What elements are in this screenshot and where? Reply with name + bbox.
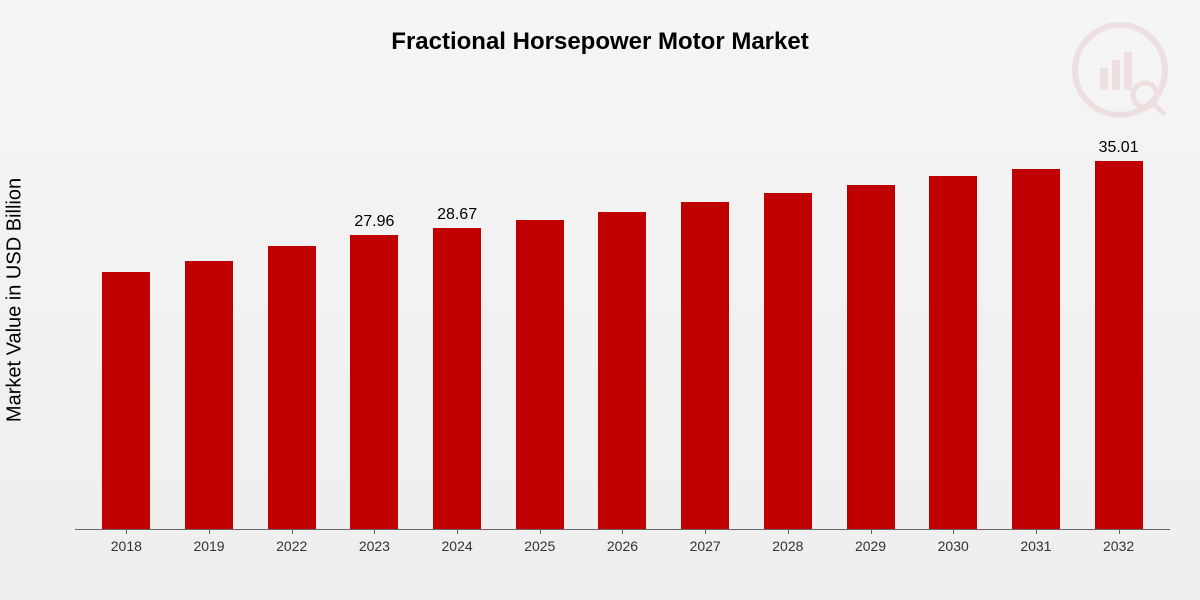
x-axis-label: 2030 xyxy=(912,532,995,560)
bar xyxy=(516,220,564,529)
bar-group xyxy=(168,130,251,529)
x-axis-label: 2029 xyxy=(829,532,912,560)
bar-group xyxy=(498,130,581,529)
x-axis-label: 2025 xyxy=(498,532,581,560)
bar-group xyxy=(250,130,333,529)
bar xyxy=(268,246,316,530)
x-axis-label: 2026 xyxy=(581,532,664,560)
bar-value-label: 28.67 xyxy=(437,206,477,224)
bar xyxy=(433,228,481,529)
bar-value-label: 35.01 xyxy=(1099,139,1139,157)
bar xyxy=(185,261,233,529)
x-axis-label: 2024 xyxy=(416,532,499,560)
bar-group xyxy=(664,130,747,529)
chart-plot-area: 27.96 28.67 35.01 201820192022202320242025… xyxy=(70,130,1170,560)
y-axis-label: Market Value in USD Billion xyxy=(4,100,27,500)
x-axis-label: 2027 xyxy=(664,532,747,560)
x-axis-label: 2018 xyxy=(85,532,168,560)
x-axis-label: 2032 xyxy=(1077,532,1160,560)
bar xyxy=(929,176,977,529)
bar-group xyxy=(85,130,168,529)
bar-group xyxy=(995,130,1078,529)
bar xyxy=(847,185,895,529)
bar xyxy=(681,202,729,529)
bar-group: 28.67 xyxy=(416,130,499,529)
x-axis-label: 2031 xyxy=(995,532,1078,560)
bar-group xyxy=(747,130,830,529)
bar xyxy=(598,212,646,529)
bar xyxy=(102,272,150,529)
x-axis-label: 2028 xyxy=(747,532,830,560)
bar-group xyxy=(581,130,664,529)
bar xyxy=(764,193,812,529)
watermark-logo xyxy=(1070,20,1170,120)
chart-title: Fractional Horsepower Motor Market xyxy=(0,0,1200,56)
bar xyxy=(350,235,398,529)
x-axis-label: 2019 xyxy=(168,532,251,560)
bar-value-label: 27.96 xyxy=(354,213,394,231)
bar-group: 35.01 xyxy=(1077,130,1160,529)
x-axis-label: 2022 xyxy=(250,532,333,560)
bar-group: 27.96 xyxy=(333,130,416,529)
bar xyxy=(1012,169,1060,529)
bar-group xyxy=(912,130,995,529)
bar xyxy=(1095,161,1143,529)
bar-group xyxy=(829,130,912,529)
x-axis-label: 2023 xyxy=(333,532,416,560)
